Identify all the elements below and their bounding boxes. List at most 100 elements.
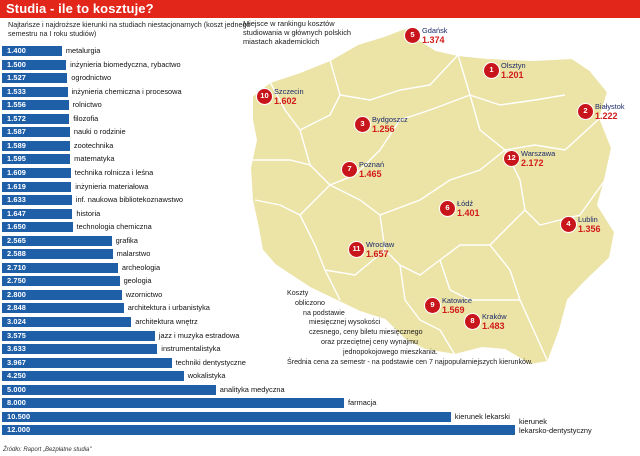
note-line: Średnia cena za semestr - na podstawie c…	[287, 357, 533, 366]
bar: 2.800	[2, 289, 122, 300]
bar-category-label: malarstwo	[116, 249, 151, 259]
city-cost-value: 1.222	[595, 111, 618, 121]
bar-value-label: 12.000	[7, 425, 31, 435]
bar-value-label: 2.750	[7, 276, 26, 286]
source-note: Źródło: Raport „Bezpłatne studia"	[3, 447, 92, 453]
bar-category-label: techniki dentystyczne	[175, 357, 246, 367]
note-line: miesięcznej wysokości	[309, 318, 381, 327]
city-rank-badge: 9	[424, 297, 441, 314]
bar-category-label: historia	[76, 208, 101, 218]
bar: 1.609	[2, 167, 71, 178]
bar-category-label: kierunek	[519, 417, 547, 427]
city-cost-value: 1.602	[274, 96, 297, 106]
bar-value-label: 3.575	[7, 330, 26, 340]
bar-category-label: lekarsko-dentystyczny	[519, 426, 592, 436]
voivodeship-borders	[252, 54, 606, 363]
bar-category-label: architektura wnętrz	[135, 317, 198, 326]
bar-category-label: matematyka	[74, 154, 115, 164]
city-name: Poznań	[359, 160, 385, 169]
note-line: obliczono	[295, 298, 325, 307]
bar: 3.575	[2, 330, 155, 341]
bar-category-label: grafika	[115, 235, 138, 245]
bar: 2.750	[2, 276, 120, 287]
bar: 3.967	[2, 357, 172, 368]
bar: 4.250	[2, 371, 184, 382]
bar-value-label: 1.527	[7, 73, 26, 83]
bar: 2.565	[2, 235, 112, 246]
city-rank-badge: 4	[560, 216, 577, 233]
bar-value-label: 3.633	[7, 344, 26, 354]
bar-value-label: 4.250	[7, 371, 26, 381]
bar-category-label: instrumentalistyka	[161, 344, 221, 354]
map-legend: Miejsce w rankingu kosztów studiowania w…	[243, 19, 352, 47]
bar-value-label: 2.565	[7, 235, 26, 245]
chart-subtitle: Najtańsze i najdroższe kierunki na studi…	[8, 20, 251, 38]
bar-category-label: inżynieria materiałowa	[75, 181, 149, 191]
city-name: Katowice	[442, 296, 472, 305]
bar-category-label: zootechnika	[73, 140, 114, 150]
bar: 1.589	[2, 140, 70, 151]
city-name: Wrocław	[366, 240, 395, 249]
city-name: Szczecin	[274, 87, 304, 96]
bar: 12.000	[2, 425, 515, 436]
city-rank-badge: 10	[256, 88, 273, 105]
city-name: Gdańsk	[422, 26, 448, 35]
city-name: Olsztyn	[501, 61, 526, 70]
bar-value-label: 1.400	[7, 46, 26, 55]
bar: 2.588	[2, 249, 113, 260]
bar-category-label: archeologia	[121, 262, 161, 272]
city-cost-value: 1.465	[359, 169, 382, 179]
bar-value-label: 2.710	[7, 262, 26, 272]
city-rank-badge: 11	[348, 241, 365, 258]
note-line: na podstawie	[303, 308, 345, 317]
bar-value-label: 1.647	[7, 208, 26, 218]
bar-category-label: kierunek lekarski	[454, 411, 510, 421]
poland-outline	[248, 26, 617, 367]
bar: 1.556	[2, 100, 69, 111]
bar-value-label: 1.650	[7, 222, 26, 232]
bar-value-label: 1.609	[7, 167, 26, 177]
bar: 3.024	[2, 317, 132, 327]
bar-value-label: 8.000	[7, 398, 26, 408]
bar-category-label: filozofia	[73, 113, 99, 123]
bar: 1.619	[2, 181, 72, 192]
city-rank-badge: 8	[464, 313, 481, 330]
city-name: Białystok	[595, 102, 625, 111]
bar: 1.595	[2, 154, 71, 165]
bar-value-label: 2.848	[7, 303, 26, 313]
bar: 1.500	[2, 59, 67, 70]
city-name: Kraków	[482, 312, 507, 321]
city-cost-value: 1.374	[422, 35, 445, 45]
bar: 10.500	[2, 411, 451, 422]
city-cost-value: 1.256	[372, 124, 395, 134]
bar-category-label: inf. naukowa bibliotekoznawstwo	[75, 195, 184, 205]
city-rank-badge: 5	[404, 27, 421, 44]
bar-value-label: 10.500	[7, 411, 31, 421]
city-rank-badge: 12	[503, 150, 520, 167]
bar-value-label: 3.967	[7, 357, 26, 367]
bar-value-label: 1.556	[7, 100, 26, 110]
city-name: Warszawa	[521, 149, 556, 158]
city-name: Łódź	[457, 199, 474, 208]
note-line: Koszty	[287, 289, 309, 297]
bar-category-label: jazz i muzyka estradowa	[158, 330, 240, 340]
bar: 1.572	[2, 113, 70, 124]
bar-value-label: 1.633	[7, 195, 26, 205]
bar-category-label: geologia	[123, 276, 152, 286]
bar: 5.000	[2, 384, 216, 395]
bar-value-label: 1.533	[7, 86, 26, 96]
bar-value-label: 1.589	[7, 140, 26, 150]
bar: 1.650	[2, 222, 73, 233]
bar: 1.533	[2, 86, 68, 97]
city-cost-value: 1.569	[442, 305, 465, 315]
bar-value-label: 3.024	[7, 317, 26, 326]
bar-value-label: 5.000	[7, 384, 26, 394]
title-bar: Studia - ile to kosztuje?	[0, 0, 640, 18]
bar-value-label: 2.588	[7, 249, 26, 259]
city-cost-value: 2.172	[521, 158, 544, 168]
bar-value-label: 1.572	[7, 113, 26, 123]
bar-category-label: technika rolnicza i leśna	[74, 167, 154, 177]
city-rank-badge: 1	[483, 62, 500, 79]
city-cost-value: 1.401	[457, 208, 480, 218]
